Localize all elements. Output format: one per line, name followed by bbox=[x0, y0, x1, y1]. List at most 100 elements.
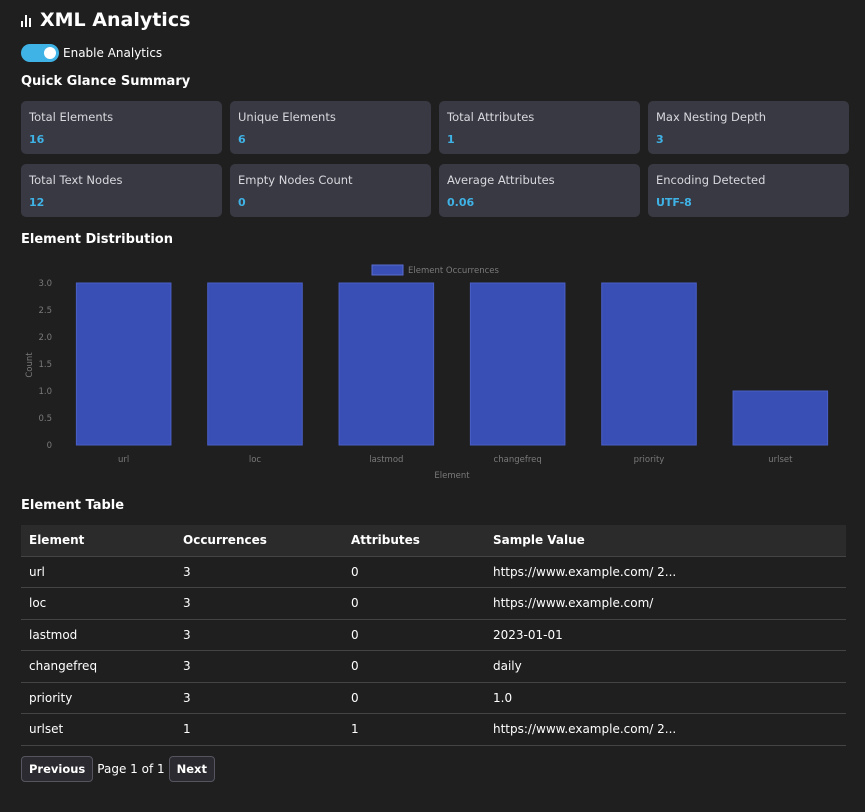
enable-analytics-label: Enable Analytics bbox=[63, 46, 163, 60]
summary-card: Max Nesting Depth 3 bbox=[648, 101, 849, 154]
y-tick-label: 3.0 bbox=[38, 279, 52, 289]
table-row: urlset 1 1 https://www.example.com/ 2... bbox=[21, 713, 846, 746]
bar-urlset bbox=[732, 390, 829, 446]
pagination: Previous Page 1 of 1 Next bbox=[21, 756, 215, 782]
bar-url bbox=[75, 282, 172, 446]
distribution-title: Element Distribution bbox=[21, 232, 173, 247]
card-label: Encoding Detected bbox=[656, 173, 766, 187]
card-label: Average Attributes bbox=[447, 173, 555, 187]
summary-card: Total Text Nodes 12 bbox=[21, 164, 222, 217]
bar-priority bbox=[601, 282, 697, 446]
legend-swatch bbox=[371, 264, 404, 276]
cell-attributes: 0 bbox=[343, 555, 485, 588]
x-tick-label: urlset bbox=[768, 455, 793, 465]
card-value: 12 bbox=[29, 196, 45, 209]
cell-sample-value: 2023-01-01 bbox=[485, 618, 846, 651]
element-table: Element Occurrences Attributes Sample Va… bbox=[21, 525, 846, 746]
bar-changefreq bbox=[469, 282, 566, 446]
cell-sample-value: https://www.example.com/ 2... bbox=[485, 713, 846, 746]
cell-sample-value: https://www.example.com/ bbox=[485, 587, 846, 619]
y-axis-label: Count bbox=[25, 352, 35, 378]
card-label: Empty Nodes Count bbox=[238, 173, 353, 187]
cell-attributes: 0 bbox=[343, 587, 485, 619]
page-info: Page 1 of 1 bbox=[97, 762, 165, 776]
card-label: Total Elements bbox=[29, 110, 114, 124]
card-label: Max Nesting Depth bbox=[656, 110, 767, 124]
cell-occurrences: 1 bbox=[175, 713, 343, 746]
card-label: Total Attributes bbox=[447, 110, 535, 124]
table-row: lastmod 3 0 2023-01-01 bbox=[21, 618, 846, 651]
summary-cards: Total Elements 16 Unique Elements 6 Total … bbox=[21, 101, 849, 217]
table-row: url 3 0 https://www.example.com/ 2... bbox=[21, 555, 846, 588]
next-button[interactable]: Next bbox=[168, 756, 215, 782]
summary-card: Unique Elements 6 bbox=[230, 101, 431, 154]
card-value: 16 bbox=[29, 133, 45, 146]
cell-occurrences: 3 bbox=[175, 650, 343, 682]
bar-chart: Element Occurrences 0 0.5 1.0 1.5 2.0 2.5 3.0 Co… bbox=[25, 264, 829, 481]
card-label: Unique Elements bbox=[238, 110, 336, 124]
column-header-attributes[interactable]: Attributes bbox=[343, 525, 485, 556]
cell-sample-value: https://www.example.com/ 2... bbox=[485, 555, 846, 588]
table-header-row: Element Occurrences Attributes Sample Va… bbox=[21, 525, 846, 556]
enable-analytics-toggle[interactable] bbox=[21, 44, 59, 62]
cell-attributes: 0 bbox=[343, 681, 485, 714]
x-axis-label: Element bbox=[434, 471, 470, 481]
analytics-toggle-row: Enable Analytics bbox=[21, 44, 162, 62]
column-header-element[interactable]: Element bbox=[21, 525, 175, 556]
cell-sample-value: 1.0 bbox=[485, 681, 846, 714]
x-tick-label: changefreq bbox=[494, 455, 542, 465]
header: XML Analytics bbox=[21, 9, 190, 31]
bar-chart-icon bbox=[21, 13, 35, 27]
card-value: 0 bbox=[238, 196, 246, 209]
card-value: 6 bbox=[238, 133, 246, 146]
cell-element: priority bbox=[21, 681, 175, 714]
cell-attributes: 0 bbox=[343, 650, 485, 682]
card-value: 1 bbox=[447, 133, 455, 146]
cell-attributes: 1 bbox=[343, 713, 485, 746]
cell-occurrences: 3 bbox=[175, 681, 343, 714]
x-tick-label: loc bbox=[249, 455, 262, 465]
x-tick-label: lastmod bbox=[369, 455, 403, 465]
cell-element: lastmod bbox=[21, 618, 175, 651]
column-header-occurrences[interactable]: Occurrences bbox=[175, 525, 343, 556]
bar-lastmod bbox=[338, 282, 435, 446]
summary-card: Average Attributes 0.06 bbox=[439, 164, 640, 217]
cell-element: url bbox=[21, 555, 175, 588]
card-value: 3 bbox=[656, 133, 664, 146]
summary-title: Quick Glance Summary bbox=[21, 74, 191, 89]
cell-element: loc bbox=[21, 587, 175, 619]
summary-card: Total Attributes 1 bbox=[439, 101, 640, 154]
cell-element: changefreq bbox=[21, 650, 175, 682]
cell-occurrences: 3 bbox=[175, 555, 343, 588]
y-tick-label: 2.5 bbox=[38, 306, 52, 316]
cell-element: urlset bbox=[21, 713, 175, 746]
card-label: Total Text Nodes bbox=[29, 173, 123, 187]
x-tick-label: priority bbox=[634, 455, 665, 465]
toggle-knob bbox=[44, 47, 56, 59]
summary-card: Encoding Detected UTF-8 bbox=[648, 164, 849, 217]
cell-attributes: 0 bbox=[343, 618, 485, 651]
table-row: changefreq 3 0 daily bbox=[21, 650, 846, 682]
legend-label: Element Occurrences bbox=[408, 266, 499, 276]
summary-card: Total Elements 16 bbox=[21, 101, 222, 154]
y-tick-label: 1.5 bbox=[38, 360, 52, 370]
page-title: XML Analytics bbox=[40, 9, 191, 31]
y-tick-label: 0.5 bbox=[38, 414, 52, 424]
cell-occurrences: 3 bbox=[175, 587, 343, 619]
y-tick-label: 2.0 bbox=[38, 333, 52, 343]
element-distribution-chart: Element Occurrences 0 0.5 1.0 1.5 2.0 2.5 3.0 Co… bbox=[21, 259, 846, 485]
card-value: 0.06 bbox=[447, 196, 475, 209]
previous-button[interactable]: Previous bbox=[21, 756, 94, 782]
table-row: priority 3 0 1.0 bbox=[21, 681, 846, 714]
y-tick-label: 1.0 bbox=[38, 387, 52, 397]
cell-sample-value: daily bbox=[485, 650, 846, 682]
y-tick-label: 0 bbox=[47, 441, 52, 451]
bar-loc bbox=[207, 282, 303, 446]
x-tick-label: url bbox=[118, 455, 129, 465]
column-header-sample-value[interactable]: Sample Value bbox=[485, 525, 846, 556]
cell-occurrences: 3 bbox=[175, 618, 343, 651]
summary-card: Empty Nodes Count 0 bbox=[230, 164, 431, 217]
table-title: Element Table bbox=[21, 498, 125, 513]
table-row: loc 3 0 https://www.example.com/ bbox=[21, 587, 846, 619]
